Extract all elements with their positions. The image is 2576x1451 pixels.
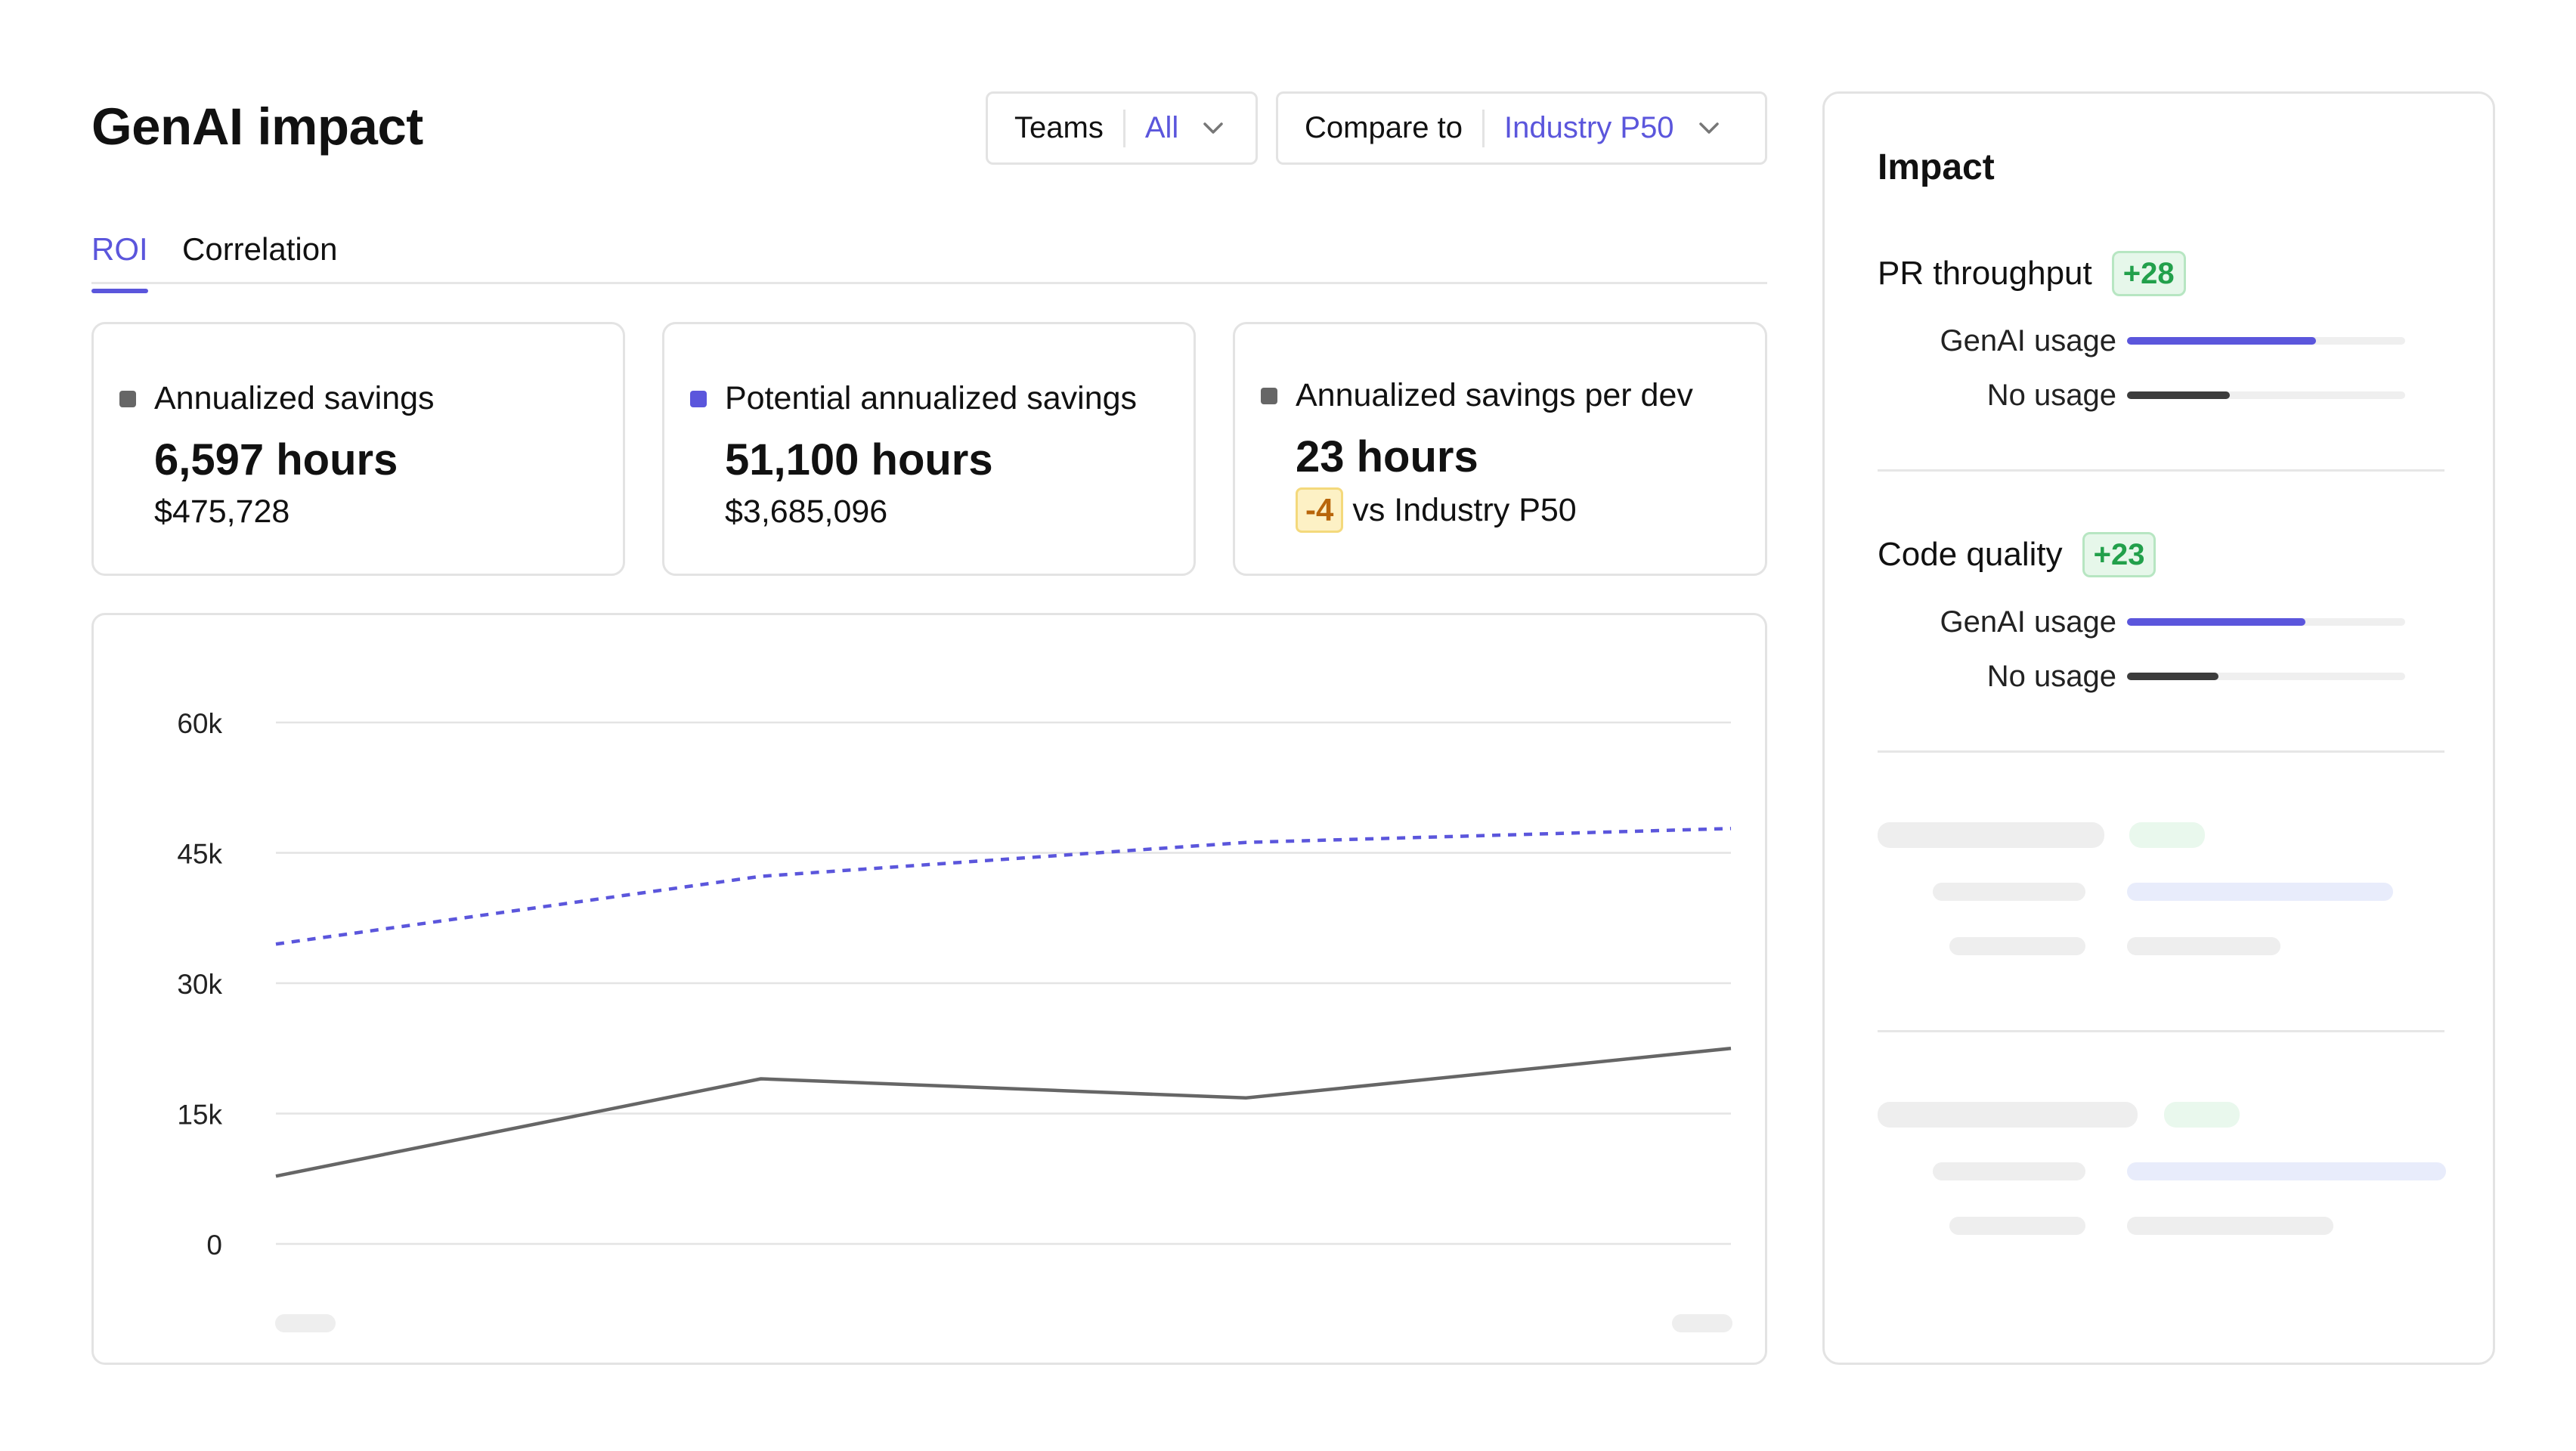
y-tick-label: 30k (177, 969, 222, 1000)
metric-badge: +23 (2082, 532, 2156, 577)
chevron-down-icon (1201, 116, 1225, 141)
y-tick-label: 60k (177, 708, 222, 739)
metric-name: PR throughput (1878, 255, 2092, 292)
compare-dropdown-label: Compare to (1305, 111, 1463, 144)
skeleton-placeholder (1949, 937, 2085, 955)
comparison-text: vs Industry P50 (1352, 492, 1577, 528)
skeleton-placeholder (2129, 822, 2205, 848)
x-tick-placeholder (1672, 1314, 1732, 1332)
card-value: 6,597 hours (154, 435, 398, 484)
line-chart: 60k 45k 30k 15k 0 (177, 708, 1732, 1332)
series-line-dashed (275, 827, 1732, 946)
skeleton-placeholder (1933, 1162, 2085, 1180)
bar-track (2127, 673, 2405, 680)
dropdown-separator (1482, 109, 1485, 147)
skeleton-placeholder (2127, 1217, 2333, 1235)
bar-row-genai: GenAI usage (1878, 603, 2452, 641)
bar-row-no-usage: No usage (1878, 657, 2452, 695)
card-title: Annualized savings per dev (1296, 377, 1693, 413)
skeleton-placeholder (1878, 822, 2104, 848)
bar-fill (2127, 618, 2305, 626)
divider (1878, 469, 2444, 472)
bar-row-no-usage: No usage (1878, 376, 2452, 414)
teams-dropdown-value: All (1144, 111, 1179, 144)
metric-name: Code quality (1878, 536, 2063, 573)
bar-label: No usage (1986, 660, 2116, 693)
skeleton-placeholder (2127, 937, 2280, 955)
bar-fill (2127, 673, 2219, 680)
skeleton-placeholder (1878, 1102, 2138, 1128)
series-line-solid (275, 1047, 1732, 1178)
card-title: Potential annualized savings (725, 380, 1138, 416)
tab-correlation[interactable]: Correlation (182, 231, 338, 267)
tab-roi[interactable]: ROI (91, 227, 148, 293)
savings-per-dev-card: Annualized savings per dev 23 hours -4 v… (1233, 322, 1767, 576)
compare-to-dropdown[interactable]: Compare to Industry P50 (1276, 91, 1767, 165)
y-tick-label: 15k (177, 1100, 222, 1131)
card-subvalue: $3,685,096 (725, 493, 888, 530)
savings-chart: 60k 45k 30k 15k 0 (91, 613, 1767, 1365)
y-tick-label: 45k (177, 839, 222, 870)
divider (1878, 1030, 2444, 1032)
teams-dropdown-label: Teams (1014, 111, 1104, 144)
card-comparison: -4 vs Industry P50 (1296, 487, 1577, 533)
bar-fill (2127, 391, 2231, 399)
bar-label: No usage (1986, 379, 2116, 412)
compare-dropdown-value: Industry P50 (1503, 111, 1674, 144)
delta-badge: -4 (1296, 487, 1344, 533)
chevron-down-icon (1697, 116, 1721, 141)
bar-row-genai: GenAI usage (1878, 322, 2452, 360)
skeleton-placeholder (2127, 883, 2393, 901)
tab-bar: ROI Correlation (91, 219, 1767, 293)
skeleton-placeholder (1949, 1217, 2085, 1235)
card-subvalue: $475,728 (154, 493, 290, 530)
metric-pr-throughput: PR throughput +28 (1878, 251, 2186, 296)
page-title: GenAI impact (91, 97, 423, 156)
legend-marker (690, 391, 707, 407)
skeleton-placeholder (1933, 883, 2085, 901)
skeleton-placeholder (2127, 1162, 2446, 1180)
dropdown-separator (1122, 109, 1125, 147)
skeleton-placeholder (2164, 1102, 2240, 1128)
bar-track (2127, 618, 2405, 626)
potential-savings-card: Potential annualized savings 51,100 hour… (662, 322, 1196, 576)
metric-badge: +28 (2111, 251, 2186, 296)
impact-panel: Impact PR throughput +28 GenAI usage No … (1822, 91, 2495, 1365)
legend-marker (119, 391, 136, 407)
bar-track (2127, 391, 2405, 399)
annualized-savings-card: Annualized savings 6,597 hours $475,728 (91, 322, 625, 576)
impact-title: Impact (1878, 147, 1995, 187)
bar-track (2127, 337, 2405, 345)
divider (1878, 750, 2444, 753)
bar-label: GenAI usage (1940, 324, 2117, 357)
bar-fill (2127, 337, 2317, 345)
x-tick-placeholder (275, 1314, 336, 1332)
legend-marker (1261, 388, 1277, 404)
card-value: 23 hours (1296, 432, 1478, 481)
teams-dropdown[interactable]: Teams All (986, 91, 1258, 165)
card-title: Annualized savings (154, 380, 435, 416)
card-value: 51,100 hours (725, 435, 993, 484)
y-tick-label: 0 (206, 1230, 222, 1261)
bar-label: GenAI usage (1940, 605, 2117, 639)
metric-code-quality: Code quality +23 (1878, 532, 2156, 577)
